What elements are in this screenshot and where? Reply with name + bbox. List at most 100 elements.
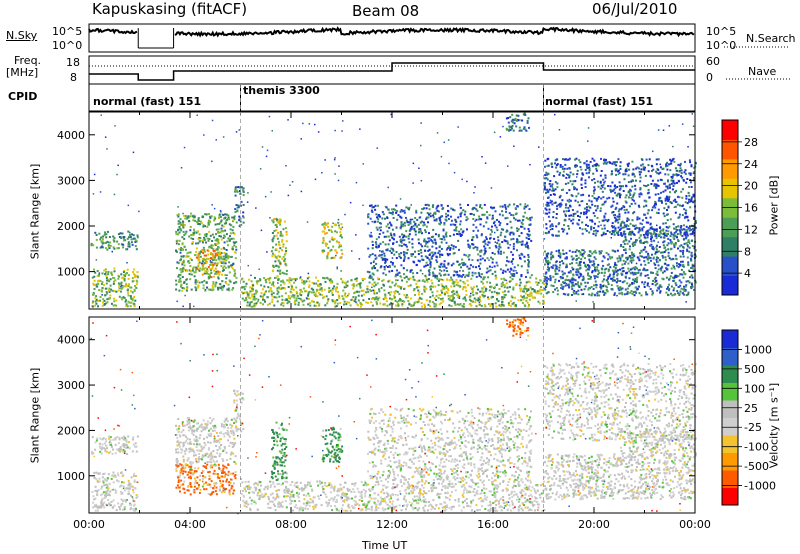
range-cell	[651, 179, 654, 182]
range-cell	[507, 260, 510, 263]
range-cell	[179, 280, 182, 283]
range-cell	[281, 240, 284, 243]
range-cell	[259, 278, 262, 281]
range-cell	[212, 259, 215, 262]
range-cell	[105, 236, 108, 239]
range-cell	[654, 267, 657, 270]
range-cell	[693, 166, 696, 169]
range-cell	[562, 174, 565, 177]
range-cell	[563, 158, 566, 161]
range-cell	[640, 171, 642, 174]
range-cell	[180, 283, 183, 286]
range-cell	[233, 269, 236, 272]
range-cell	[387, 235, 390, 238]
range-cell	[409, 284, 412, 287]
range-cell	[599, 209, 602, 212]
range-cell	[615, 206, 618, 209]
range-cell	[445, 286, 448, 289]
range-cell	[101, 287, 104, 290]
range-cell	[607, 276, 610, 279]
range-cell	[367, 290, 370, 293]
range-cell	[524, 128, 527, 131]
range-cell	[516, 249, 518, 252]
range-cell	[467, 245, 470, 248]
range-cell	[197, 217, 200, 219]
range-cell	[207, 273, 210, 276]
noise-cell	[246, 201, 249, 203]
range-cell	[260, 292, 263, 295]
noise-cell	[371, 220, 373, 223]
range-cell	[645, 231, 648, 234]
range-cell	[627, 196, 630, 199]
range-cell	[588, 167, 591, 170]
range-cell	[334, 302, 336, 305]
range-cell	[610, 277, 613, 280]
range-cell	[655, 237, 658, 240]
range-cell	[248, 303, 251, 306]
range-cell	[107, 271, 110, 273]
range-cell	[660, 179, 663, 182]
range-cell	[543, 278, 546, 280]
range-cell	[679, 255, 682, 258]
range-cell	[522, 288, 525, 291]
range-cell	[584, 265, 587, 268]
range-cell	[235, 245, 238, 248]
range-cell	[127, 294, 130, 297]
range-cell	[377, 244, 380, 247]
range-cell	[369, 275, 372, 278]
range-cell	[547, 261, 550, 263]
range-cell	[500, 277, 503, 280]
range-cell	[582, 275, 585, 278]
range-cell	[384, 217, 386, 220]
range-cell	[199, 252, 201, 255]
range-cell	[691, 232, 694, 235]
range-cell	[666, 264, 669, 267]
range-cell	[108, 297, 111, 300]
noise-cell	[509, 244, 511, 246]
range-cell	[654, 284, 657, 287]
range-cell	[623, 221, 626, 224]
range-cell	[512, 129, 515, 132]
range-cell	[599, 174, 602, 177]
range-cell	[679, 167, 682, 170]
range-cell	[616, 257, 619, 260]
range-cell	[453, 252, 456, 255]
range-cell	[625, 208, 628, 211]
noise-cell	[247, 192, 249, 194]
range-cell	[412, 224, 415, 227]
range-cell	[621, 220, 624, 223]
range-cell	[109, 284, 112, 287]
range-cell	[209, 268, 212, 271]
range-cell	[219, 231, 222, 234]
range-cell	[228, 271, 231, 274]
range-cell	[640, 250, 643, 253]
range-cell	[382, 257, 385, 260]
range-cell	[315, 276, 318, 279]
range-cell	[613, 163, 616, 166]
range-cell	[356, 304, 359, 307]
range-cell	[345, 303, 348, 306]
noise-cell	[211, 261, 213, 263]
range-cell	[623, 208, 626, 211]
noise-cell	[287, 194, 290, 197]
range-cell	[471, 243, 474, 246]
range-cell	[591, 264, 594, 267]
range-cell	[547, 278, 550, 280]
range-cell	[354, 291, 357, 294]
noise-cell	[565, 173, 568, 175]
range-cell	[527, 254, 530, 256]
range-cell	[482, 282, 485, 285]
noise-cell	[580, 200, 582, 203]
range-cell	[440, 289, 443, 292]
range-cell	[405, 280, 408, 283]
range-cell	[503, 290, 506, 293]
range-cell	[665, 185, 668, 188]
range-cell	[225, 213, 228, 216]
range-cell	[180, 284, 182, 287]
range-cell	[565, 266, 568, 269]
range-cell	[585, 163, 588, 166]
range-cell	[240, 291, 243, 294]
range-cell	[127, 245, 130, 248]
range-cell	[471, 288, 474, 291]
range-cell	[113, 290, 116, 293]
